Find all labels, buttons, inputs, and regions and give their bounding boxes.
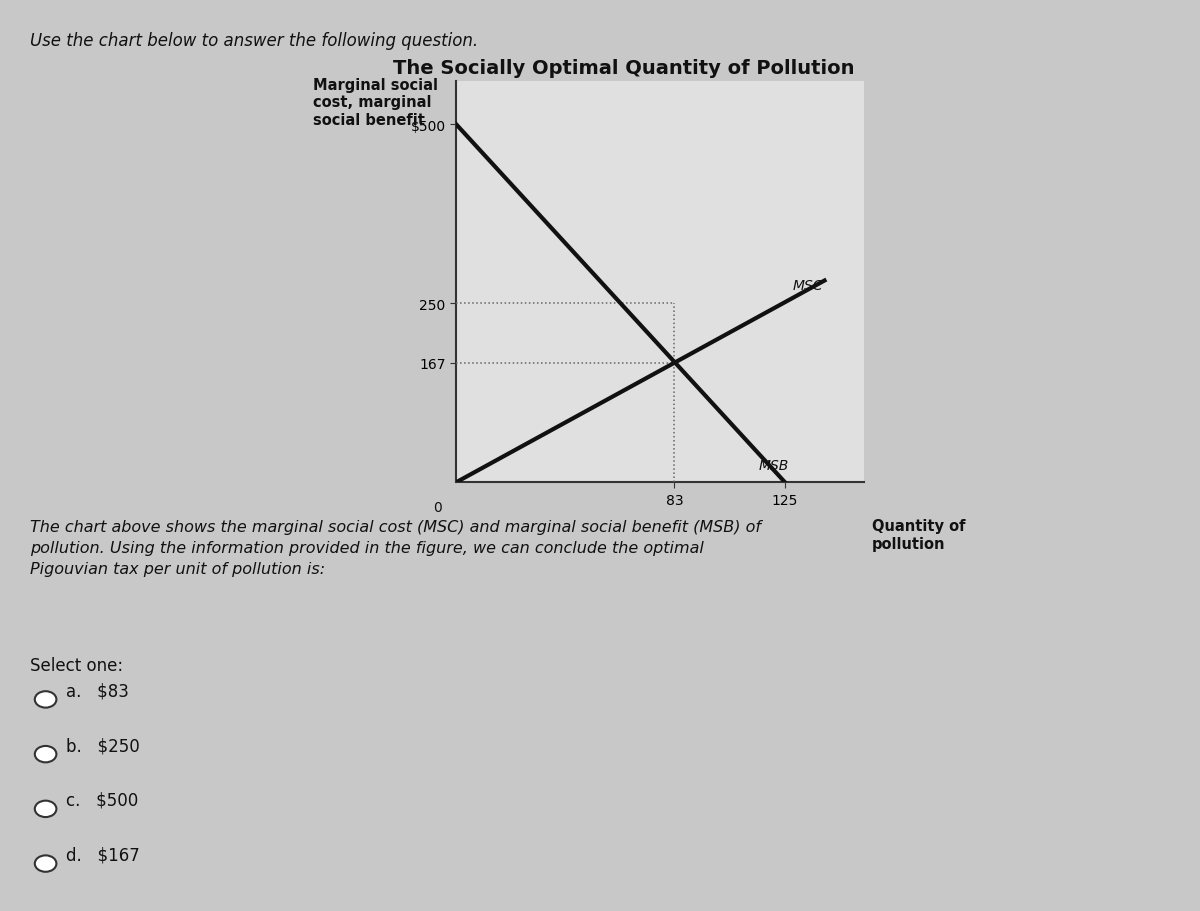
Text: Marginal social
cost, marginal
social benefit: Marginal social cost, marginal social be… xyxy=(313,78,438,128)
Text: b.   $250: b. $250 xyxy=(66,736,139,754)
Text: The Socially Optimal Quantity of Pollution: The Socially Optimal Quantity of Polluti… xyxy=(394,59,854,78)
Text: a.   $83: a. $83 xyxy=(66,681,128,700)
Text: 0: 0 xyxy=(433,501,442,515)
Text: MSC: MSC xyxy=(793,279,823,292)
Text: Quantity of
pollution: Quantity of pollution xyxy=(872,519,966,551)
Text: c.   $500: c. $500 xyxy=(66,791,138,809)
Text: The chart above shows the marginal social cost (MSC) and marginal social benefit: The chart above shows the marginal socia… xyxy=(30,519,761,577)
Text: Select one:: Select one: xyxy=(30,656,124,674)
Text: MSB: MSB xyxy=(758,458,788,472)
Text: d.   $167: d. $167 xyxy=(66,845,139,864)
Text: Use the chart below to answer the following question.: Use the chart below to answer the follow… xyxy=(30,32,478,50)
